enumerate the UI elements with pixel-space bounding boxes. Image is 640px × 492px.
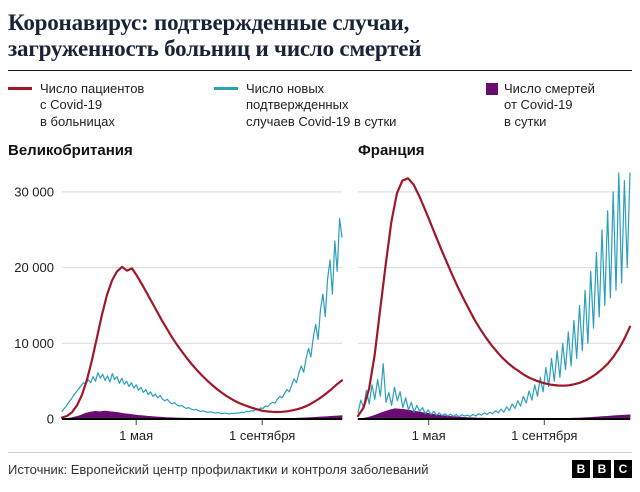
cases-line-swatch — [214, 86, 238, 90]
page-title-line2: загруженность больниц и число смертей — [8, 35, 422, 61]
svg-text:20 000: 20 000 — [14, 260, 54, 275]
legend-label-deaths: Число смертей от Covid-19 в сутки — [504, 80, 595, 129]
header: Коронавирус: подтвержденные случаи, загр… — [8, 10, 632, 71]
svg-text:1 сентября: 1 сентября — [511, 428, 577, 443]
france-chart-canvas: 1 мая 1 сентября — [356, 172, 632, 443]
charts-row: Великобритания 0 10 000 20 000 30 000 1 мая 1… — [8, 142, 632, 446]
legend-item-hospital: Число пациентов с Covid-19 в больницах — [8, 81, 214, 130]
svg-text:1 мая: 1 мая — [119, 428, 153, 443]
legend-item-cases: Число новых подтвержденных случаев Covid… — [214, 81, 486, 130]
svg-text:30 000: 30 000 — [14, 184, 54, 199]
chart-uk: Великобритания 0 10 000 20 000 30 000 1 мая 1… — [8, 142, 344, 446]
title-divider — [8, 69, 632, 71]
chart-title-uk: Великобритания — [8, 142, 133, 160]
page-title-line1: Коронавирус: подтвержденные случаи, — [8, 10, 410, 35]
bbc-logo-letter-b2: B — [593, 460, 611, 479]
svg-text:10 000: 10 000 — [14, 336, 54, 351]
bbc-logo-letter-b1: B — [572, 460, 590, 479]
footer: Источник: Европейский центр профилактики… — [8, 453, 632, 484]
bbc-logo-letter-c: C — [614, 460, 632, 479]
legend-label-cases: Число новых подтвержденных случаев Covid… — [246, 80, 397, 129]
chart-title-france: Франция — [358, 142, 425, 160]
legend: Число пациентов с Covid-19 в больницах Ч… — [8, 81, 632, 130]
page-title: Коронавирус: подтвержденные случаи, загр… — [8, 10, 632, 62]
deaths-square-swatch — [486, 82, 498, 95]
svg-text:0: 0 — [47, 412, 54, 427]
svg-text:1 мая: 1 мая — [412, 428, 446, 443]
hospital-line-swatch — [8, 86, 32, 90]
legend-label-hospital: Число пациентов с Covid-19 в больницах — [40, 80, 145, 129]
uk-chart-canvas: 0 10 000 20 000 30 000 1 мая 1 сентября — [14, 184, 344, 443]
footer-divider — [8, 452, 632, 454]
source-text: Источник: Европейский центр профилактики… — [8, 461, 429, 477]
legend-item-deaths: Число смертей от Covid-19 в сутки — [486, 81, 632, 130]
chart-france: Франция 1 мая 1 сентября — [352, 142, 632, 446]
bbc-logo: B B C — [572, 460, 632, 479]
svg-text:1 сентября: 1 сентября — [229, 428, 295, 443]
